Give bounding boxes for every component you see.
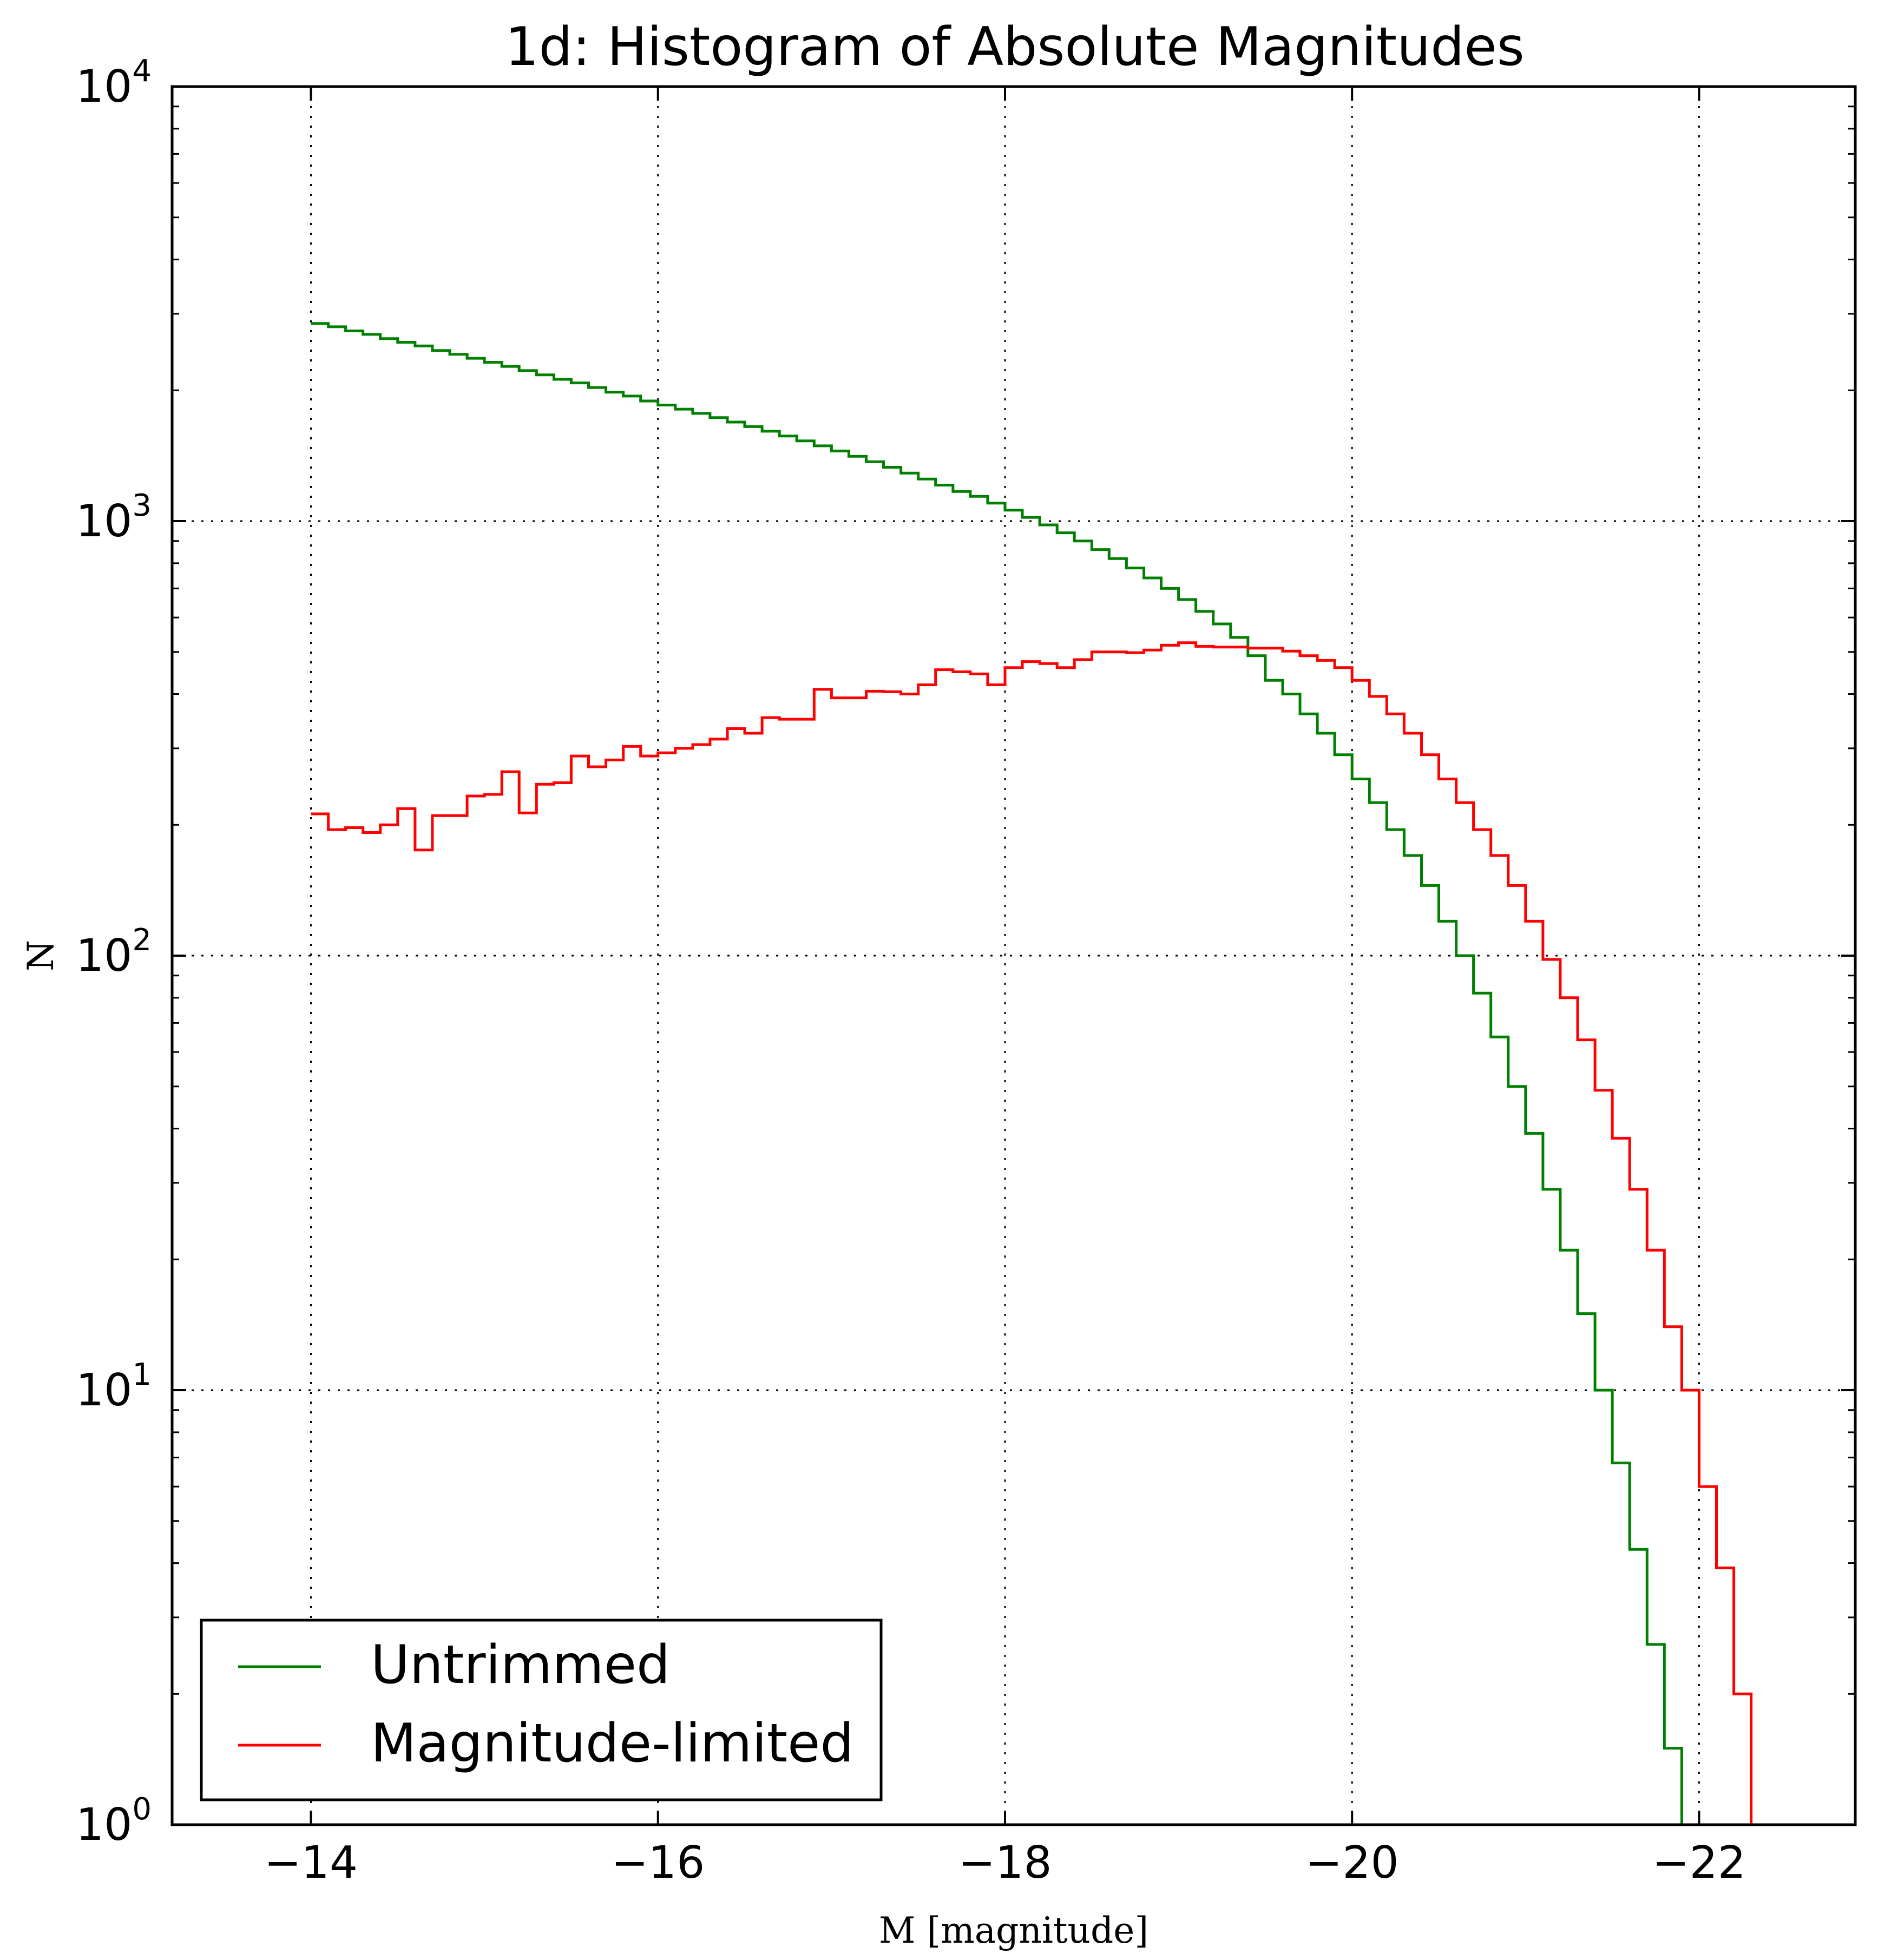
series-layer <box>311 322 1753 1825</box>
y-tick-label: 100 <box>76 1792 152 1851</box>
x-tick-label: −22 <box>1652 1837 1746 1889</box>
x-tick-label: −20 <box>1305 1837 1399 1889</box>
y-tick-label: 103 <box>76 488 152 547</box>
chart-title: 1d: Histogram of Absolute Magnitudes <box>505 16 1525 78</box>
legend: Untrimmed Magnitude-limited <box>200 1619 883 1801</box>
y-tick-label: 102 <box>76 923 152 982</box>
x-tick-label: −18 <box>958 1837 1052 1889</box>
y-tick-label: 101 <box>76 1357 152 1416</box>
x-axis-ticks: −14 −16 −18 −20 −22 <box>264 87 1746 1889</box>
x-tick-label: −14 <box>264 1837 358 1889</box>
y-tick-label: 104 <box>76 54 152 113</box>
legend-label-magnitude-limited: Magnitude-limited <box>371 1713 854 1774</box>
legend-box <box>200 1619 883 1801</box>
legend-label-untrimmed: Untrimmed <box>371 1634 670 1696</box>
series-untrimmed <box>311 322 1683 1825</box>
x-tick-label: −16 <box>611 1837 705 1889</box>
x-axis-label: M [magnitude] <box>879 1910 1148 1951</box>
series-magnitude-limited <box>311 641 1753 1825</box>
y-axis-ticks: 100 101 102 103 104 <box>76 54 1855 1851</box>
y-axis-label: N <box>20 940 62 971</box>
